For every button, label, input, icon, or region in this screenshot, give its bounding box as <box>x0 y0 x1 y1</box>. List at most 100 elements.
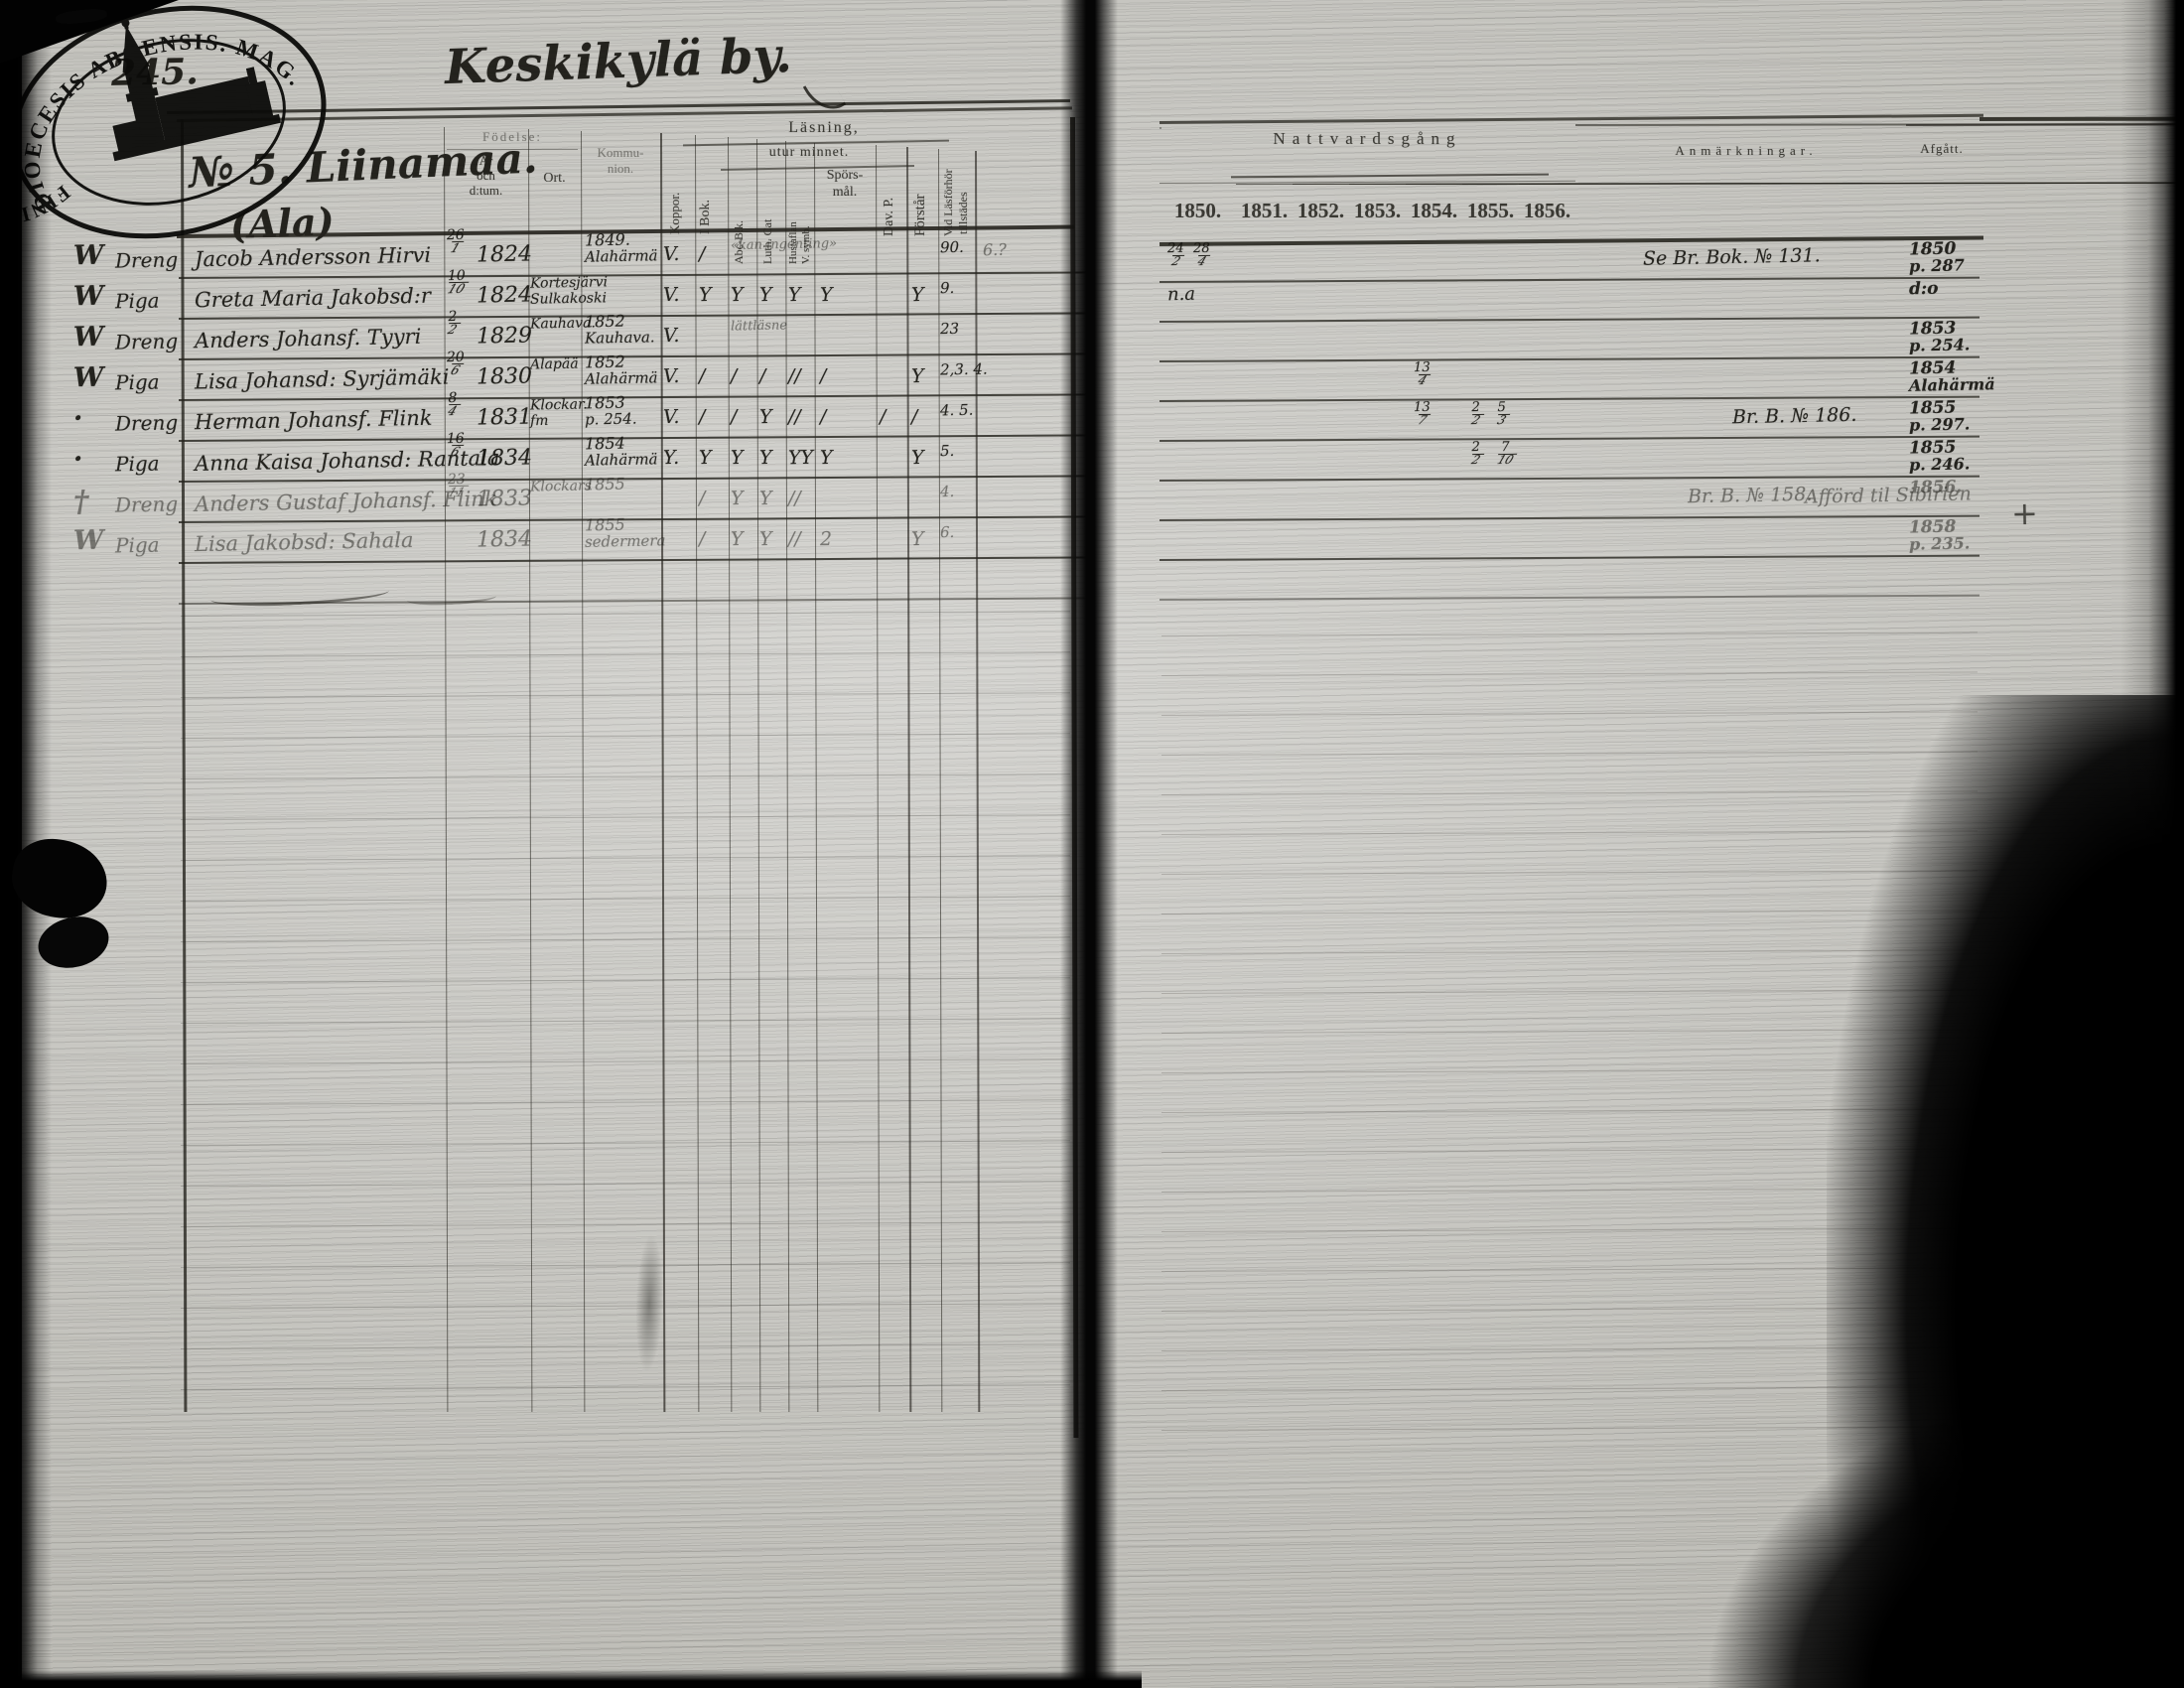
birth-place: Alapää <box>529 355 579 373</box>
birth-date: 10 10 <box>444 268 470 297</box>
column-header-sporsmal: Spörs-mål. <box>826 168 864 200</box>
scan-burn-artifact <box>1688 1370 2184 1688</box>
column-header-tillstades-2: tillstädes <box>956 192 970 234</box>
fraction-denominator: 4 <box>1193 253 1210 268</box>
fraction-denominator: 10 <box>1493 452 1518 467</box>
person-title: Dreng <box>114 410 179 436</box>
reading-mark: Y <box>910 283 924 307</box>
reading-note: lättläsne <box>730 318 788 335</box>
reading-mark: / <box>698 364 706 388</box>
column-header-tillstades-1: Vid Läsförhör <box>941 169 955 236</box>
reading-mark: YY <box>787 446 814 470</box>
birth-year: 1833 <box>476 486 533 512</box>
birth-year: 1834 <box>476 526 533 553</box>
reading-mark: Y <box>730 527 744 551</box>
year-column-header: 1852. <box>1297 199 1345 222</box>
person-name: Lisa Johansd: Syrjämäki <box>194 364 450 394</box>
reading-mark: Y <box>698 446 712 470</box>
scan-edge-right <box>2120 0 2184 1688</box>
reading-mark: Y <box>758 446 772 470</box>
examination-number: 6. <box>939 522 955 542</box>
departure-entry: p. 235. <box>1908 533 1971 554</box>
birth-year: 1831 <box>476 404 533 431</box>
communion-admission: Alahärmä <box>584 368 658 388</box>
communion-date: 13 4 <box>1414 360 1431 387</box>
person-name: Jacob Andersson Hirvi <box>194 242 432 272</box>
fraction-denominator: 11 <box>444 485 470 500</box>
reading-mark: Y <box>730 283 744 307</box>
departure-entry: d:o <box>1908 278 1939 300</box>
reading-mark: / <box>819 364 827 388</box>
person-title: Dreng <box>114 329 179 354</box>
afgatt-header: Afgått. <box>1920 141 1964 156</box>
birth-date: 16 6 <box>447 431 465 460</box>
communion-admission: Alahärmä <box>584 246 658 266</box>
column-header-ort: Ort. <box>543 171 566 186</box>
reading-mark: Y <box>758 283 772 307</box>
column-header-forstar: Förstår <box>912 194 928 237</box>
margin-mark: W <box>72 280 104 313</box>
person-title: Piga <box>114 451 160 477</box>
birth-date: 20 6 <box>447 350 465 378</box>
year-column-header: 1853. <box>1353 199 1402 222</box>
fraction-denominator: 7 <box>1414 412 1431 427</box>
birth-place: Klockar. <box>529 396 588 414</box>
fraction-denominator: 4 <box>1414 372 1431 387</box>
person-name: Herman Johansf. Flink <box>194 405 433 435</box>
reading-mark: V. <box>662 283 680 307</box>
column-header-lasning: Läsning, <box>788 119 860 136</box>
reading-mark: Y <box>819 283 833 307</box>
reading-mark: Y. <box>662 446 680 470</box>
examination-number: 23 <box>939 319 960 339</box>
reading-mark: Y <box>730 487 744 510</box>
margin-mark: W <box>72 524 104 557</box>
birth-year: 1824 <box>476 241 533 268</box>
nattvardsgang-header: Nattvardsgång <box>1273 129 1462 148</box>
reading-mark: / <box>698 242 706 266</box>
departure-entry: p. 254. <box>1908 335 1971 355</box>
reading-mark: 2 <box>819 527 833 551</box>
reading-mark: Y <box>758 405 772 429</box>
cathedral-icon <box>112 14 282 162</box>
reading-mark: / <box>758 364 766 388</box>
reading-mark: Y <box>787 283 801 307</box>
reading-mark: Y <box>910 446 924 470</box>
reading-mark: / <box>730 405 738 429</box>
column-header-ar-datum: År och d:tum. <box>469 153 503 198</box>
margin-mark: † <box>72 484 90 520</box>
reading-note: «kan ingenting» <box>730 235 838 254</box>
year-column-header: 1850. <box>1173 199 1222 222</box>
margin-mark: W <box>72 321 104 353</box>
person-title: Piga <box>114 532 160 558</box>
communion-admission: Alahärmä <box>584 450 658 470</box>
scan-edge-bottom <box>0 1670 1142 1688</box>
scan-smudge <box>627 1210 671 1396</box>
margin-number: 6.? <box>982 239 1008 260</box>
departure-entry: p. 297. <box>1908 414 1971 435</box>
reading-mark: // <box>787 364 802 388</box>
reading-mark: / <box>730 364 738 388</box>
book-gutter-shadow <box>1060 0 1118 1688</box>
column-header-i-bok: I Bok. <box>698 200 713 234</box>
departure-entry: p. 246. <box>1908 454 1971 475</box>
birth-place: Klockars <box>529 478 593 495</box>
communion-date: 7 10 <box>1493 440 1518 467</box>
remark: Br. B. № 186. <box>1731 403 1857 429</box>
fraction-denominator: 2 <box>1167 253 1184 268</box>
reading-mark: V. <box>662 405 680 429</box>
fraction-denominator: 10 <box>444 281 470 297</box>
reading-mark: V. <box>662 364 680 388</box>
examination-number: 4. <box>939 482 955 501</box>
person-name: Anders Johansf. Tyyri <box>194 324 422 353</box>
person-name: Greta Maria Jakobsd:r <box>194 283 432 313</box>
reading-mark: V. <box>662 324 680 348</box>
birth-place: Kortesjärvi <box>529 274 609 292</box>
header-rule <box>447 149 578 150</box>
column-header-kommunion: Kommu-nion. <box>597 145 644 176</box>
reading-mark: V. <box>662 242 680 266</box>
examination-number: 4. 5. <box>939 400 974 420</box>
